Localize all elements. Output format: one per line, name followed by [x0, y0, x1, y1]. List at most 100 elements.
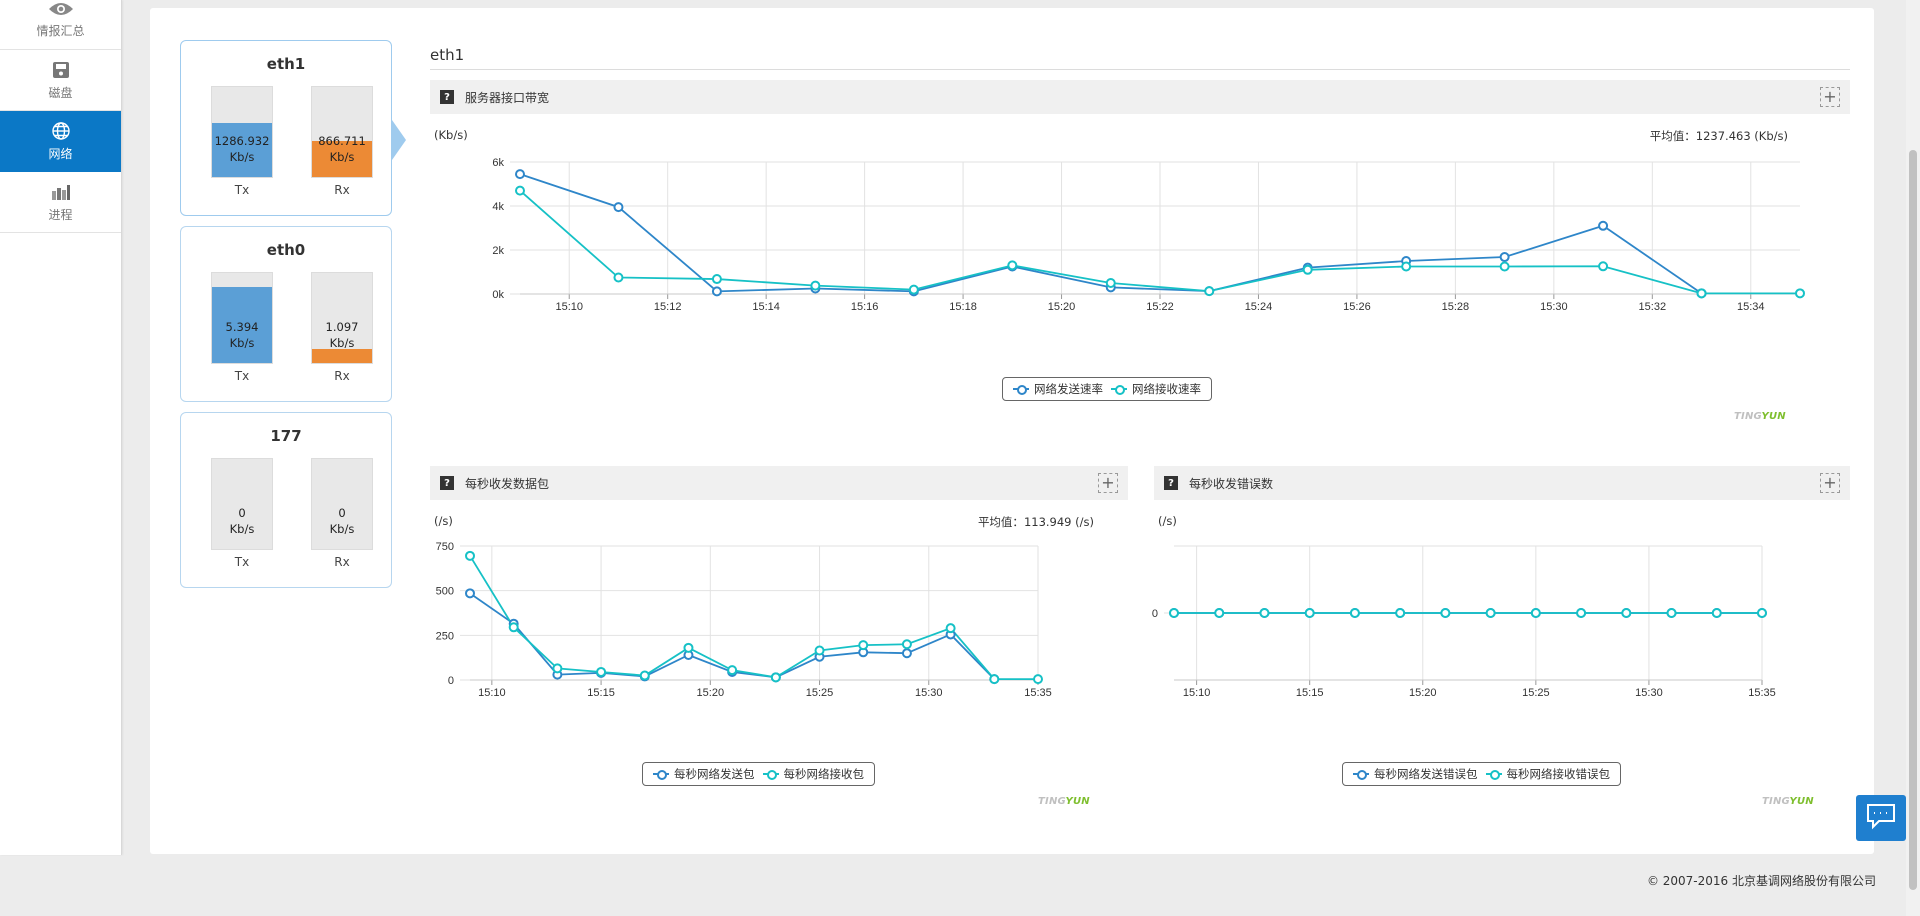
- expand-plus-icon[interactable]: +: [1098, 473, 1118, 493]
- data-point: [465, 588, 475, 599]
- data-point: [683, 642, 694, 653]
- main-content: eth1 1286.932 Kb/s 866.711 Kb/s Tx Rx eth0…: [150, 8, 1874, 854]
- expand-plus-icon[interactable]: +: [1820, 87, 1840, 107]
- data-point: [1530, 608, 1541, 618]
- data-point: [770, 672, 781, 683]
- x-tick-label: 15:20: [1409, 687, 1437, 699]
- tx-value: 1286.932: [214, 134, 270, 148]
- errors-chart-title: 每秒收发错误数: [1189, 476, 1274, 491]
- tx-unit: Kb/s: [229, 336, 255, 350]
- chat-bubble-icon: [1865, 802, 1897, 834]
- sidebar-item-disk[interactable]: 磁盘: [0, 50, 121, 111]
- data-point: [1401, 261, 1412, 272]
- tx-bar: 0 Kb/s: [211, 458, 273, 550]
- data-point: [596, 666, 607, 677]
- eye-icon: [48, 0, 74, 18]
- x-tick-label: 15:10: [1183, 687, 1211, 699]
- y-tick-label: 0k: [492, 289, 504, 301]
- legend-item-receive[interactable]: 网络接收速率: [1111, 381, 1201, 397]
- sidebar: 情报汇总 磁盘 网络 进程: [0, 0, 122, 855]
- legend-item-send[interactable]: 每秒网络发送错误包: [1353, 766, 1478, 782]
- y-unit: (/s): [1158, 514, 1177, 528]
- sidebar-item-process[interactable]: 进程: [0, 172, 121, 233]
- scrollbar-thumb[interactable]: [1909, 150, 1917, 890]
- x-tick-label: 15:15: [1296, 687, 1324, 699]
- average-value: 平均值：113.949 (/s): [977, 515, 1094, 529]
- data-point: [1105, 278, 1116, 288]
- x-tick-label: 15:30: [1635, 687, 1663, 699]
- data-point: [1598, 220, 1609, 231]
- data-point: [1169, 608, 1179, 618]
- process-bars-icon: [51, 182, 71, 202]
- data-point: [1440, 608, 1451, 618]
- interface-card-eth1[interactable]: eth1 1286.932 Kb/s 866.711 Kb/s Tx Rx: [180, 40, 392, 216]
- sidebar-item-network[interactable]: 网络: [0, 111, 121, 172]
- tx-bar-fill: [212, 287, 272, 363]
- x-tick-label: 15:16: [851, 301, 879, 313]
- data-point: [1214, 608, 1225, 618]
- sidebar-item-label: 磁盘: [48, 85, 73, 100]
- errors-chart-legend: 每秒网络发送错误包 每秒网络接收错误包: [1342, 762, 1621, 786]
- x-tick-label: 15:30: [1540, 301, 1568, 313]
- bandwidth-line-chart: 0k 2k 4k 6k 15:10 15:12 15:14 15:16 15:18 15:20 15…: [492, 157, 1805, 313]
- expand-plus-icon[interactable]: +: [1820, 473, 1840, 493]
- packets-chart-title: 每秒收发数据包: [465, 476, 550, 491]
- rx-label: Rx: [334, 555, 350, 569]
- rx-unit: Kb/s: [329, 150, 355, 164]
- y-tick-label: 2k: [492, 245, 504, 257]
- legend-item-send[interactable]: 每秒网络发送包: [653, 766, 755, 782]
- data-point: [1757, 608, 1767, 618]
- chat-button[interactable]: [1856, 795, 1906, 841]
- data-point: [1499, 261, 1510, 272]
- tingyun-watermark: TINGYUN: [1734, 411, 1786, 422]
- data-point: [515, 169, 525, 180]
- data-point: [613, 272, 624, 283]
- y-tick-label: 0: [1152, 608, 1158, 620]
- x-tick-label: 15:32: [1639, 301, 1667, 313]
- x-tick-label: 15:34: [1737, 301, 1765, 313]
- rx-unit: Kb/s: [329, 336, 355, 350]
- series-line-receive: [519, 189, 1800, 295]
- rx-label: Rx: [334, 183, 350, 197]
- x-tick-label: 15:35: [1748, 687, 1776, 699]
- sidebar-item-label: 进程: [48, 207, 73, 222]
- average-value: 平均值：1237.463 (Kb/s): [1649, 129, 1788, 143]
- sidebar-item-summary[interactable]: 情报汇总: [0, 0, 121, 50]
- data-point: [901, 639, 912, 650]
- tx-bar: 5.394 Kb/s: [211, 272, 273, 364]
- data-point: [1259, 608, 1270, 618]
- x-tick-label: 15:20: [1048, 301, 1076, 313]
- selection-arrow: [392, 120, 406, 160]
- copyright: © 2007-2016 北京基调网络股份有限公司: [1646, 874, 1876, 888]
- rx-value: 1.097: [325, 320, 359, 334]
- y-tick-label: 6k: [492, 157, 504, 169]
- x-tick-label: 15:22: [1146, 301, 1174, 313]
- interface-name: eth1: [266, 55, 306, 73]
- data-point: [1666, 608, 1677, 618]
- interface-card-177[interactable]: 177 0 Kb/s 0 Kb/s Tx Rx: [180, 412, 392, 588]
- data-point: [1696, 288, 1707, 299]
- disk-icon: [52, 60, 70, 80]
- interface-card-eth0[interactable]: eth0 5.394 Kb/s 1.097 Kb/s Tx Rx: [180, 226, 392, 402]
- x-tick-label: 15:14: [752, 301, 780, 313]
- y-tick-label: 750: [436, 541, 454, 553]
- legend-item-send[interactable]: 网络发送速率: [1013, 381, 1103, 397]
- sidebar-item-label: 网络: [48, 146, 73, 161]
- help-icon[interactable]: ?: [440, 476, 454, 490]
- tx-label: Tx: [234, 183, 250, 197]
- x-tick-label: 15:25: [806, 687, 834, 699]
- series-line-receive: [469, 555, 1038, 681]
- legend-item-receive[interactable]: 每秒网络接收错误包: [1485, 766, 1610, 782]
- help-icon[interactable]: ?: [440, 90, 454, 104]
- data-point: [508, 622, 519, 633]
- x-tick-label: 15:15: [587, 687, 615, 699]
- tx-bar-fill: [212, 123, 272, 177]
- bandwidth-chart-header: ? 服务器接口带宽 +: [430, 80, 1850, 114]
- x-tick-label: 15:24: [1245, 301, 1273, 313]
- tingyun-watermark: TINGYUN: [1038, 796, 1090, 807]
- legend-item-receive[interactable]: 每秒网络接收包: [762, 766, 864, 782]
- data-point: [858, 640, 869, 651]
- data-point: [727, 665, 738, 676]
- help-icon[interactable]: ?: [1164, 476, 1178, 490]
- scrollbar[interactable]: [1906, 0, 1920, 916]
